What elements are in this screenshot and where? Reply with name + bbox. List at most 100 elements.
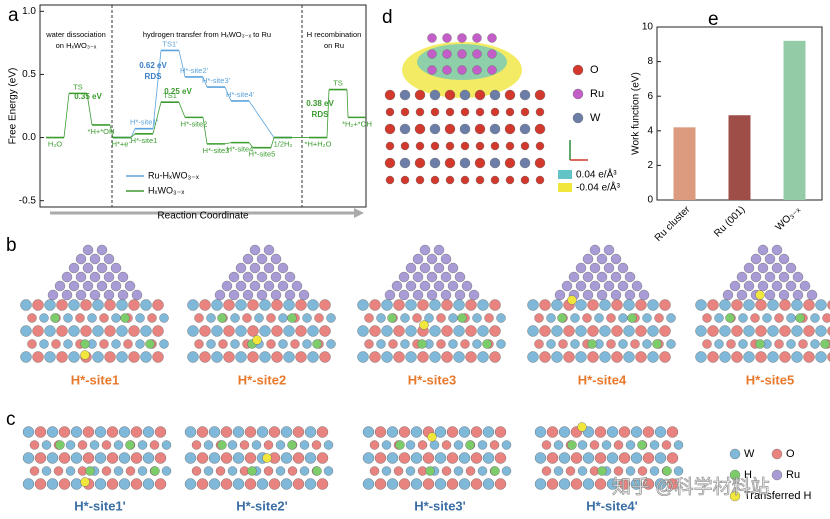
atom xyxy=(399,89,411,101)
atom xyxy=(104,299,116,311)
atom xyxy=(70,452,83,464)
atom xyxy=(140,325,152,337)
site-label: H*-site1 xyxy=(71,372,119,387)
atom xyxy=(145,339,155,349)
atom xyxy=(815,325,827,337)
atom xyxy=(80,339,90,349)
atom xyxy=(606,452,619,464)
atom xyxy=(80,325,92,337)
atom xyxy=(266,313,276,323)
atom xyxy=(191,440,202,450)
atom xyxy=(278,313,288,323)
atom xyxy=(398,271,410,283)
atom xyxy=(82,280,94,292)
atom xyxy=(80,299,92,311)
atom xyxy=(803,351,815,363)
atom xyxy=(159,339,169,349)
atom xyxy=(271,351,283,363)
atom xyxy=(546,313,556,323)
atom xyxy=(412,271,424,283)
atom xyxy=(228,271,240,283)
atom xyxy=(458,426,471,438)
section-title: on HₓWO₃₋ₓ xyxy=(56,41,97,50)
atom xyxy=(460,107,470,117)
atom xyxy=(618,313,628,323)
atom xyxy=(304,426,317,438)
atom xyxy=(666,313,676,323)
atom xyxy=(662,466,672,476)
level-label: TS xyxy=(73,82,83,91)
atom xyxy=(454,289,466,301)
atom xyxy=(453,440,464,450)
atom xyxy=(312,339,322,349)
bar xyxy=(728,115,751,200)
atom xyxy=(624,271,636,283)
atom xyxy=(44,299,56,311)
atom xyxy=(247,325,259,337)
atom xyxy=(323,440,334,450)
level-label: H*-site4' xyxy=(226,90,255,99)
atom xyxy=(34,478,47,490)
atom xyxy=(567,440,577,450)
atom xyxy=(29,466,40,476)
atom xyxy=(92,351,104,363)
atom xyxy=(249,262,261,274)
atom xyxy=(771,244,783,256)
atom xyxy=(280,452,293,464)
atom xyxy=(767,299,779,311)
atom xyxy=(278,339,288,349)
atom xyxy=(541,440,552,450)
atom xyxy=(743,351,755,363)
atom xyxy=(116,299,128,311)
legend-swatch xyxy=(558,170,572,179)
y-tick-label: 1.0 xyxy=(22,6,36,17)
atom xyxy=(80,477,90,487)
atom xyxy=(599,325,611,337)
atom xyxy=(442,49,452,59)
atom xyxy=(302,313,312,323)
atom xyxy=(364,339,374,349)
legend-label: Ru xyxy=(786,469,800,481)
atom xyxy=(631,280,643,292)
atom xyxy=(323,466,334,476)
atom xyxy=(220,452,233,464)
atom xyxy=(137,466,148,476)
atom xyxy=(211,325,223,337)
atom xyxy=(447,280,459,292)
level-label: *H+H₂O xyxy=(305,140,332,149)
atom xyxy=(101,440,112,450)
atom xyxy=(384,123,396,135)
atom xyxy=(596,271,608,283)
atom xyxy=(247,299,259,311)
atom xyxy=(520,175,530,185)
atom xyxy=(565,466,576,476)
atom xyxy=(447,262,459,274)
atom xyxy=(465,440,475,450)
x-arrow-head xyxy=(354,208,364,218)
atom xyxy=(419,320,429,330)
atom xyxy=(92,299,104,311)
atom xyxy=(482,452,495,464)
atom xyxy=(384,289,396,301)
atom xyxy=(304,478,317,490)
atom xyxy=(446,452,459,464)
atom xyxy=(381,466,392,476)
legend-label: O xyxy=(786,448,795,460)
atom xyxy=(695,299,707,311)
connector xyxy=(326,89,330,138)
atom xyxy=(46,452,59,464)
atom xyxy=(627,313,637,323)
atom xyxy=(589,262,601,274)
atom xyxy=(799,280,811,292)
atom xyxy=(280,426,293,438)
atom xyxy=(444,157,456,169)
atom xyxy=(400,107,410,117)
atom xyxy=(254,313,264,323)
atom xyxy=(434,478,447,490)
atom xyxy=(140,351,152,363)
atom xyxy=(487,33,497,43)
atom xyxy=(244,426,257,438)
atom xyxy=(259,351,271,363)
atom xyxy=(319,325,331,337)
atom xyxy=(594,478,607,490)
